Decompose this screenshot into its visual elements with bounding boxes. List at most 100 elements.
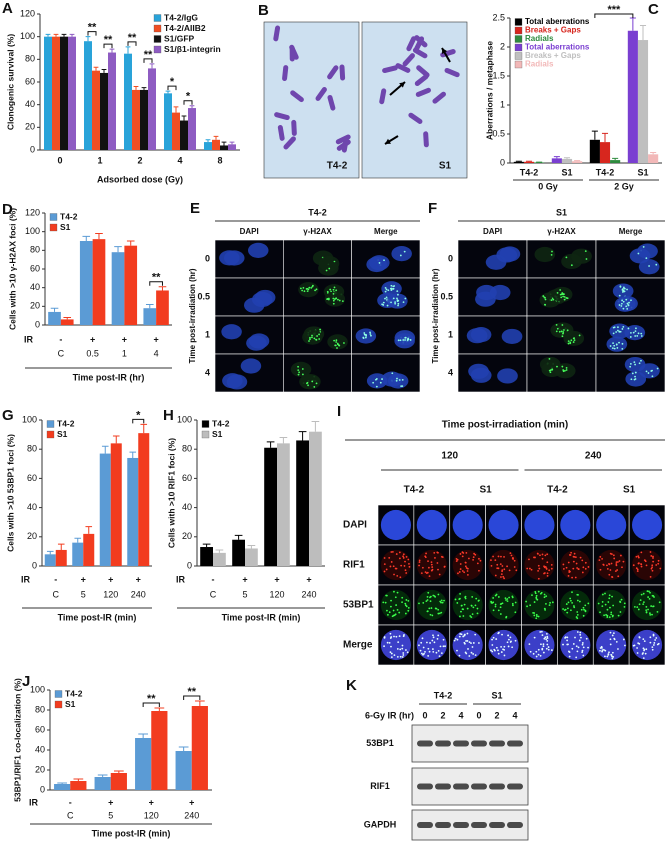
nucleus: [488, 589, 519, 621]
nucleus: [499, 246, 521, 262]
nucleus: [550, 322, 572, 338]
error-bar: [85, 526, 93, 534]
focus: [425, 600, 428, 602]
focus: [551, 368, 554, 371]
significance-bracket: [127, 41, 137, 46]
focus: [385, 568, 388, 571]
x-tick-label: 120: [269, 589, 284, 599]
bar: [513, 161, 524, 163]
error-bar: [311, 420, 320, 432]
focus: [649, 575, 652, 578]
focus: [613, 347, 616, 350]
focus: [438, 612, 441, 615]
column-label: DAPI: [240, 227, 259, 236]
focus: [423, 652, 425, 655]
focus: [396, 648, 399, 650]
nucleus: [470, 367, 492, 383]
y-tick-label: 100: [20, 31, 35, 41]
focus: [438, 655, 441, 658]
bar: [132, 89, 140, 150]
focus: [395, 604, 398, 606]
focus: [615, 640, 618, 643]
focus: [615, 563, 618, 565]
focus: [642, 592, 645, 595]
chromosome: [273, 25, 281, 42]
focus: [632, 331, 635, 334]
focus: [567, 574, 570, 577]
legend-swatch: [201, 430, 210, 439]
focus: [560, 296, 563, 299]
focus: [463, 603, 466, 606]
error-bar: [61, 33, 67, 37]
chromosome: [440, 49, 456, 58]
focus: [555, 330, 558, 333]
focus: [364, 336, 367, 339]
x-tick-label: 240: [301, 589, 316, 599]
focus: [569, 554, 572, 556]
focus: [599, 555, 602, 558]
row-label: 4: [448, 367, 453, 377]
focus: [444, 645, 446, 648]
focus: [635, 567, 638, 570]
focus: [495, 638, 498, 640]
nucleus: [534, 246, 556, 263]
focus: [534, 556, 536, 559]
focus: [537, 564, 540, 567]
focus: [633, 644, 636, 647]
error-bar: [178, 746, 189, 751]
focus: [471, 596, 474, 598]
focus: [311, 380, 314, 383]
y-tick-label: 1: [500, 99, 505, 109]
focus: [621, 328, 624, 330]
focus: [634, 330, 637, 333]
column-label: Merge: [374, 227, 398, 236]
focus: [525, 600, 527, 603]
focus: [326, 298, 329, 300]
focus: [571, 591, 573, 594]
y-tick-label: 60: [30, 263, 40, 273]
panel-letter: K: [346, 677, 357, 694]
focus: [630, 378, 633, 381]
arrow-head: [399, 82, 405, 88]
significance-label: **: [104, 34, 113, 46]
focus: [576, 613, 579, 616]
focus: [645, 257, 648, 260]
focus: [318, 333, 320, 336]
focus: [562, 332, 564, 335]
focus: [396, 290, 399, 293]
x-tick-label: 5: [242, 589, 247, 599]
focus: [426, 610, 429, 613]
focus: [428, 650, 431, 653]
ir-row-label: IR: [21, 574, 31, 584]
bar: [164, 93, 172, 150]
focus: [460, 610, 462, 613]
focus: [550, 299, 553, 302]
y-tick-label: 0: [32, 560, 37, 570]
focus: [616, 329, 619, 332]
significance-bracket: [167, 85, 177, 91]
focus: [328, 267, 331, 270]
band: [435, 783, 451, 790]
x-axis-title: Time post-IR (min): [58, 612, 137, 622]
focus: [634, 375, 636, 378]
focus: [626, 302, 629, 305]
focus: [609, 345, 612, 347]
focus: [429, 595, 432, 598]
focus: [385, 288, 388, 291]
focus: [464, 561, 467, 564]
focus: [607, 653, 610, 655]
focus: [407, 609, 410, 612]
legend-swatch: [54, 690, 63, 698]
focus: [327, 298, 330, 301]
focus: [437, 593, 440, 596]
focus: [422, 646, 425, 649]
focus: [634, 335, 637, 337]
significance-bracket: [142, 702, 160, 707]
bar: [151, 711, 168, 790]
significance-label: **: [187, 686, 196, 698]
nucleus: [631, 589, 663, 621]
focus: [396, 297, 398, 300]
focus: [618, 560, 621, 562]
focus: [461, 608, 464, 611]
